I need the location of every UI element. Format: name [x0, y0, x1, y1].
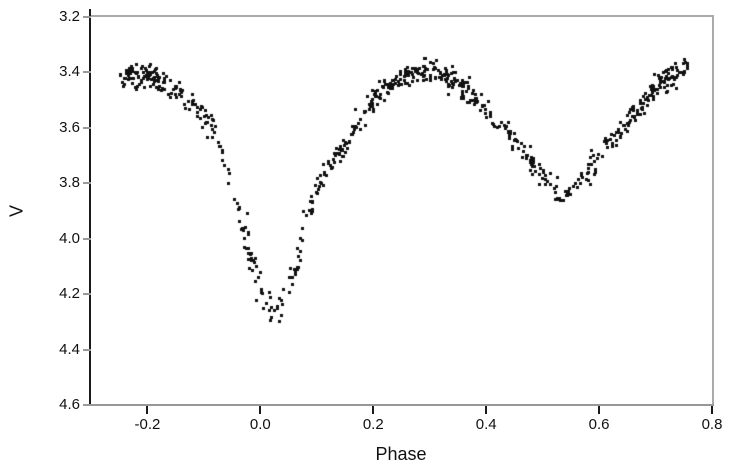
plot-frame-top [89, 15, 714, 17]
plot-frame-right [712, 15, 714, 406]
y-axis-label: V [6, 205, 27, 218]
y-tick-mark [83, 182, 91, 185]
y-tick-label: 4.0 [59, 229, 80, 247]
y-tick-mark [83, 293, 91, 296]
y-axis-line [89, 9, 91, 406]
y-tick-mark [83, 404, 91, 406]
x-axis-line [89, 404, 714, 406]
y-tick-label: 4.4 [59, 340, 80, 358]
y-tick-label: 4.2 [59, 285, 80, 303]
y-tick-label: 4.6 [59, 396, 80, 413]
x-tick-mark [146, 406, 149, 414]
x-tick-label: 0.4 [475, 416, 497, 433]
x-tick-mark [711, 406, 713, 414]
y-tick-mark [83, 71, 91, 74]
x-tick-mark [485, 406, 488, 414]
x-tick-mark [598, 406, 601, 414]
y-tick-label: 3.4 [59, 63, 80, 81]
y-tick-label: 3.6 [59, 118, 80, 136]
y-tick-mark [83, 126, 91, 129]
x-tick-label: 0.8 [701, 416, 723, 433]
y-tick-label: 3.2 [59, 8, 80, 25]
x-tick-mark [259, 406, 262, 414]
y-tick-mark [83, 16, 91, 18]
x-tick-label: -0.2 [134, 416, 161, 433]
x-tick-mark [372, 406, 375, 414]
x-tick-label: 0.0 [249, 416, 271, 433]
x-tick-label: 0.2 [362, 416, 384, 433]
y-tick-label: 3.8 [59, 174, 80, 192]
x-tick-label: 0.6 [588, 416, 610, 433]
scatter-points-canvas [91, 17, 712, 405]
y-tick-mark [83, 237, 91, 240]
y-tick-mark [83, 348, 91, 351]
x-axis-label: Phase [375, 444, 427, 464]
